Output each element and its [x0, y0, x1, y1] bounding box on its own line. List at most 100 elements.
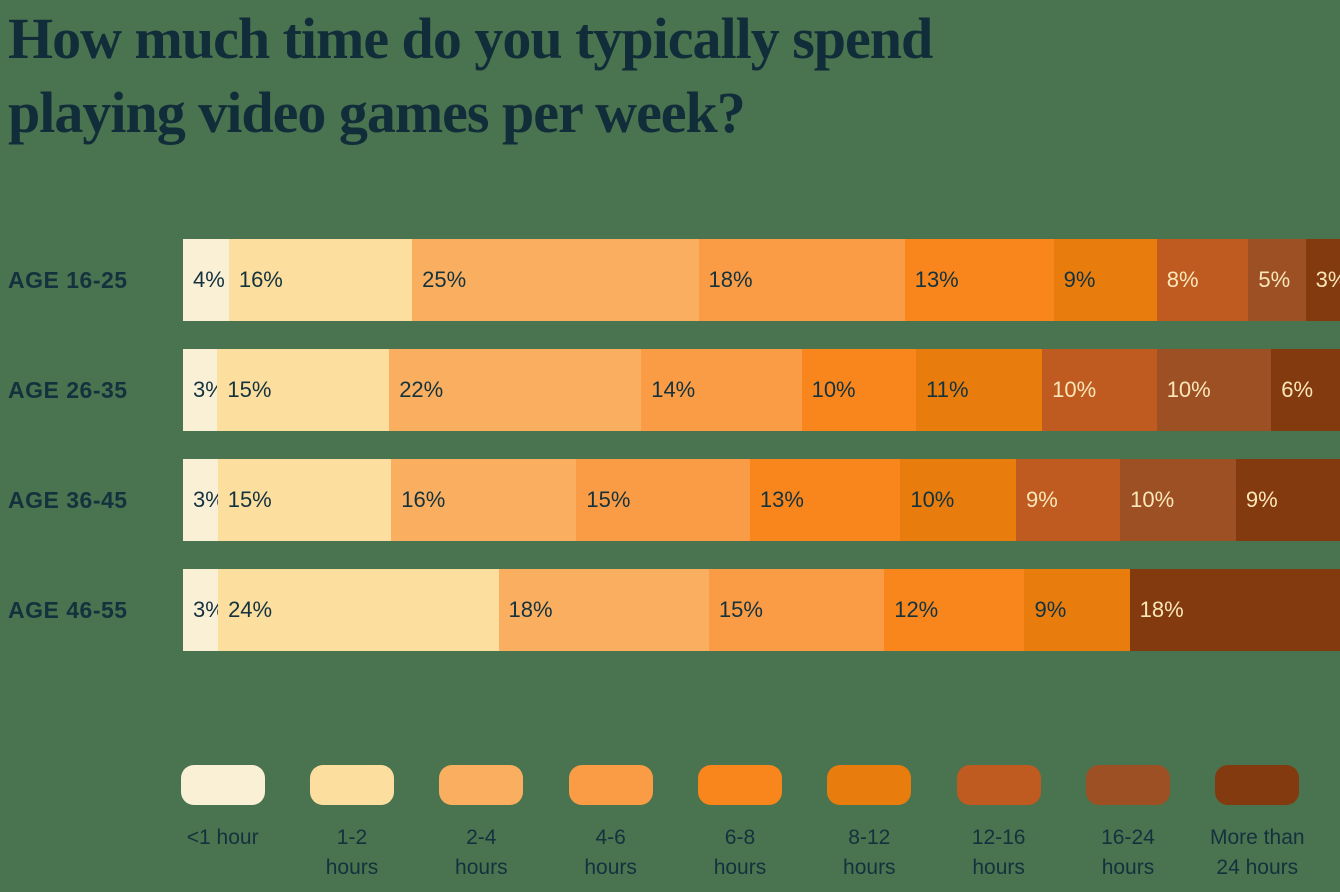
legend-label-line-2: hours [325, 856, 379, 879]
legend-label-line-1: 6-8 [724, 826, 756, 849]
legend-label: 12-16 hours [972, 823, 1026, 883]
bar-segment: 5% [1248, 239, 1306, 321]
legend-swatch [1085, 765, 1170, 805]
legend: <1 hour 1-2 hours 2-4 hours 4-6 hours 6-8 hours 8… [158, 765, 1322, 883]
stacked-bar: 3% 15% 22% 14% 10% 11% 10% 10% 6% [183, 349, 1340, 431]
bar-segment: 3% [183, 569, 225, 651]
legend-item: 4-6 hours [546, 765, 675, 883]
legend-swatch [439, 765, 524, 805]
stacked-bar: 3% 15% 16% 15% 13% 10% 9% 10% 9% [183, 459, 1340, 541]
legend-label: 2-4 hours [455, 823, 508, 883]
row-label: AGE 26-35 [8, 376, 128, 403]
bar-rows: AGE 16-254%16%25%18%13%9%8%5%3%AGE 26-35… [0, 239, 1340, 679]
bar-segment: 13% [749, 459, 901, 541]
bar-segment: 16% [391, 459, 577, 541]
segment-value-label: 12% [894, 597, 939, 622]
legend-item: <1 hour [158, 765, 287, 883]
segment-value-label: 4% [193, 267, 225, 292]
legend-label: 6-8 hours [714, 823, 767, 883]
legend-item: 12-16 hours [934, 765, 1063, 883]
segment-value-label: 10% [1130, 487, 1175, 512]
bar-segment: 10% [1156, 349, 1272, 431]
segment-value-label: 9% [1034, 597, 1067, 622]
legend-label-line-1: 12-16 [971, 826, 1026, 849]
segment-value-label: 15% [227, 377, 272, 402]
legend-item: 6-8 hours [675, 765, 804, 883]
title-line-1: How much time do you typically spend [8, 6, 933, 71]
bar-segment: 12% [884, 569, 1025, 651]
legend-label-line-2: hours [1101, 856, 1155, 879]
row-label: AGE 36-45 [8, 486, 128, 513]
segment-value-label: 8% [1166, 267, 1199, 292]
bar-segment: 15% [708, 569, 885, 651]
segment-value-label: 3% [1315, 267, 1340, 292]
legend-swatch [827, 765, 912, 805]
bar-segment: 9% [1053, 239, 1157, 321]
legend-label-line-2: hours [972, 856, 1025, 879]
chart-title: How much time do you typically spend pla… [8, 2, 933, 150]
segment-value-label: 10% [1166, 377, 1211, 402]
legend-label-line-1: 2-4 [466, 826, 497, 849]
bar-segment: 10% [1042, 349, 1157, 431]
segment-value-label: 5% [1258, 267, 1291, 292]
segment-value-label: 11% [926, 377, 969, 402]
segment-value-label: 10% [910, 487, 955, 512]
bar-segment: 16% [228, 239, 413, 321]
segment-value-label: 18% [1139, 597, 1184, 622]
segment-value-label: 10% [1052, 377, 1097, 402]
title-line-2: playing video games per week? [8, 80, 746, 145]
bar-segment: 11% [916, 349, 1043, 431]
bar-segment: 15% [217, 459, 392, 541]
chart-row: AGE 16-25 4% 16% 25% 18% 13% 9% 8% 5% 3% [0, 239, 1340, 321]
legend-item: More than 24 hours [1193, 765, 1322, 883]
bar-segment: 10% [801, 349, 917, 431]
legend-swatch [309, 765, 394, 805]
legend-swatch [180, 765, 265, 805]
legend-label-line-1: <1 hour [186, 826, 259, 849]
chart-row: AGE 26-35 3% 15% 22% 14% 10% 11% 10% 10% 6% [0, 349, 1340, 431]
legend-label: <1 hour [187, 823, 259, 853]
bar-segment: 18% [1129, 569, 1340, 651]
bar-segment: 13% [904, 239, 1054, 321]
bar-segment: 10% [1120, 459, 1236, 541]
segment-value-label: 15% [718, 597, 763, 622]
segment-value-label: 13% [914, 267, 959, 292]
segment-value-label: 18% [508, 597, 553, 622]
row-label: AGE 46-55 [8, 596, 128, 623]
bar-segment: 22% [389, 349, 642, 431]
segment-value-label: 15% [227, 487, 272, 512]
row-label: AGE 16-25 [8, 266, 128, 293]
segment-value-label: 13% [759, 487, 804, 512]
segment-value-label: 22% [399, 377, 444, 402]
bar-segment: 15% [576, 459, 750, 541]
legend-label-line-1: 1-2 [336, 826, 368, 849]
chart-row: AGE 36-45 3% 15% 16% 15% 13% 10% 9% 10% 9% [0, 459, 1340, 541]
bar-segment: 24% [218, 569, 499, 651]
stacked-bar: 3% 24% 18% 15% 12% 9% 18% [183, 569, 1340, 651]
bar-segment: 10% [900, 459, 1017, 541]
segment-value-label: 18% [708, 267, 753, 292]
bar-segment: 6% [1271, 349, 1340, 431]
legend-swatch [697, 765, 782, 805]
legend-label-line-2: hours [455, 856, 508, 879]
bar-segment: 8% [1156, 239, 1249, 321]
segment-value-label: 6% [1281, 377, 1314, 402]
legend-label-line-2: hours [584, 856, 637, 879]
segment-value-label: 9% [1026, 487, 1058, 512]
segment-value-label: 14% [651, 377, 696, 402]
bar-segment: 3% [183, 459, 225, 541]
segment-value-label: 9% [1245, 487, 1278, 512]
segment-value-label: 24% [228, 597, 273, 622]
bar-segment: 9% [1024, 569, 1130, 651]
bar-segment: 4% [183, 239, 229, 321]
bar-segment: 25% [412, 239, 699, 321]
legend-label-line-1: 4-6 [595, 826, 626, 849]
legend-label: More than 24 hours [1210, 823, 1305, 883]
bar-segment: 18% [698, 239, 905, 321]
chart-row: AGE 46-55 3% 24% 18% 15% 12% 9% 18% [0, 569, 1340, 651]
legend-item: 1-2 hours [287, 765, 416, 883]
legend-item: 16-24 hours [1063, 765, 1192, 883]
segment-value-label: 25% [422, 267, 467, 292]
segment-value-label: 9% [1063, 267, 1096, 292]
